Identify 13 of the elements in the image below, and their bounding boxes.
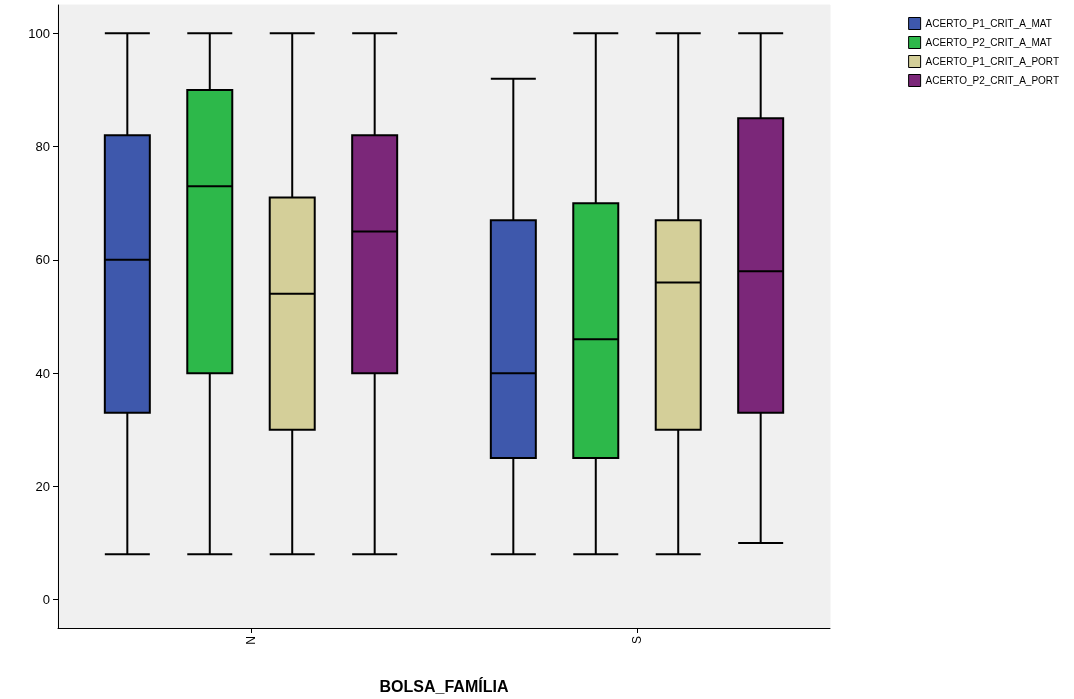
x-tick-label: S: [630, 636, 644, 645]
legend-label: ACERTO_P1_CRIT_A_PORT: [925, 56, 1060, 67]
legend-label: ACERTO_P2_CRIT_A_MAT: [925, 37, 1052, 48]
x-tick-label: N: [244, 636, 258, 645]
y-tick-label: 40: [35, 365, 50, 381]
y-tick-label: 20: [35, 478, 50, 494]
y-tick-label: 60: [35, 252, 50, 268]
y-tick-label: 80: [35, 139, 50, 155]
x-axis-title: BOLSA_FAMÍLIA: [379, 676, 509, 695]
legend-label: ACERTO_P2_CRIT_A_PORT: [925, 75, 1060, 86]
legend-label: ACERTO_P1_CRIT_A_MAT: [925, 18, 1052, 29]
y-tick-label: 0: [42, 592, 50, 608]
y-tick-label: 100: [28, 25, 50, 41]
